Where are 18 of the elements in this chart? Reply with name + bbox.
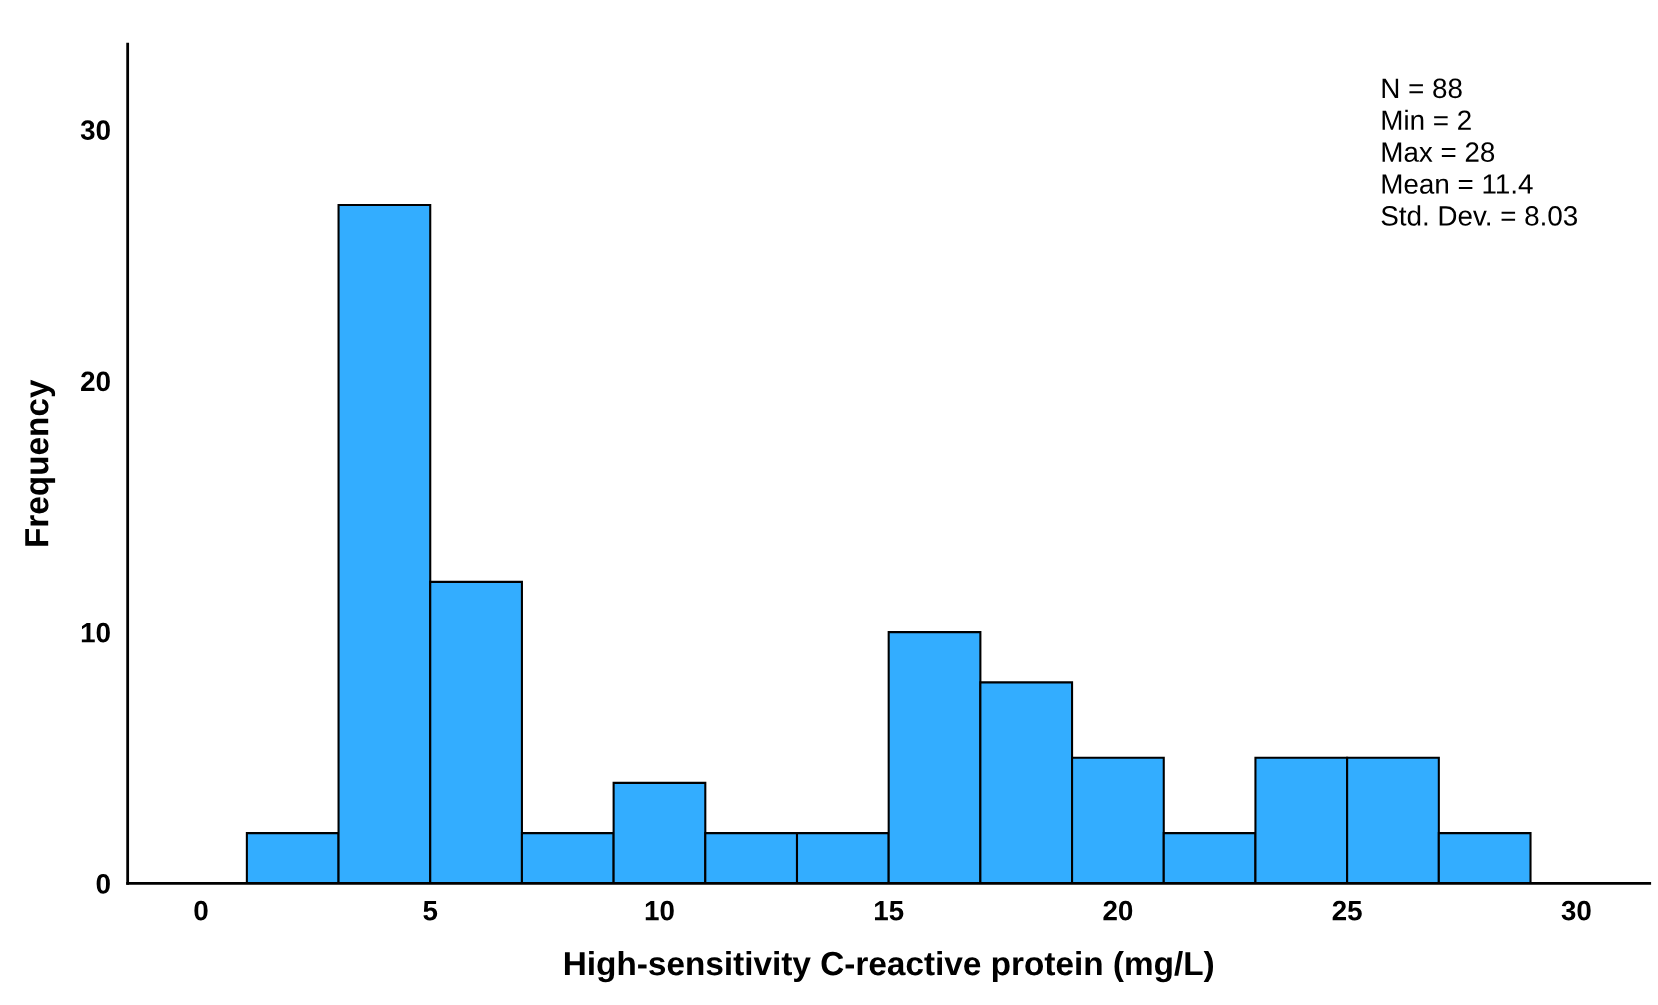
x-tick-label: 20 (1103, 900, 1133, 921)
y-tick-label: 30 (80, 120, 110, 141)
x-tick-label: 25 (1332, 900, 1362, 921)
x-tick-label: 10 (645, 900, 674, 921)
x-tick-label: 0 (194, 900, 208, 921)
annotation: Std. Dev. = 8.03 (1381, 205, 1577, 226)
annotation: N = 88 (1382, 78, 1462, 99)
annotation: Mean = 11.4 (1382, 174, 1533, 194)
x-axis-title: High-sensitivity C-reactive protein (mg/L) (564, 950, 1214, 983)
x-tick-label: 30 (1561, 900, 1591, 921)
x-tick-label: 15 (874, 901, 904, 921)
y-tick-label: 20 (81, 371, 110, 392)
y-tick-label: 0 (96, 874, 110, 894)
y-tick-label: 10 (81, 622, 110, 643)
y-axis-title: Frequency (25, 379, 56, 546)
annotation: Max = 28 (1382, 142, 1495, 162)
annotation: Min = 2 (1382, 109, 1471, 130)
x-tick-label: 5 (423, 901, 438, 921)
